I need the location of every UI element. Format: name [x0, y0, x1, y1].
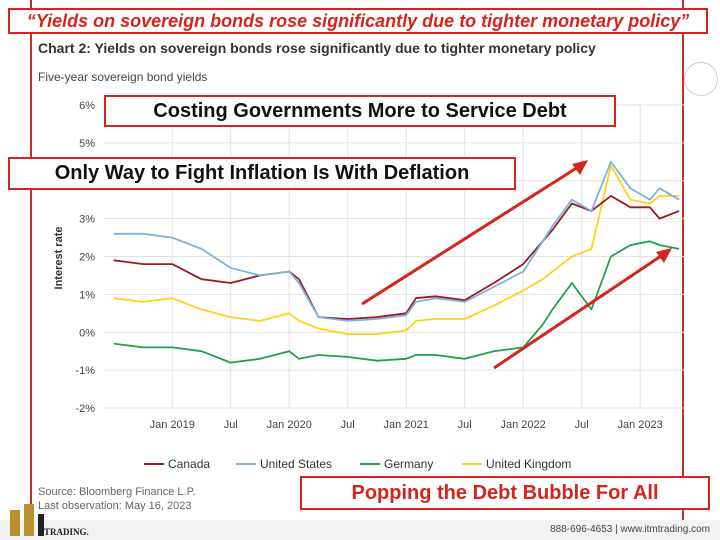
y-tick-label: 3%	[79, 214, 95, 226]
y-tick-label: -1%	[75, 365, 95, 377]
callout-deflation: Only Way to Fight Inflation Is With Defl…	[8, 157, 516, 190]
series-line-united-kingdom	[113, 164, 680, 336]
lower-arrowhead-icon	[656, 248, 672, 263]
x-tick-label: Jan 2021	[384, 419, 429, 431]
y-tick-label: 5%	[79, 138, 95, 150]
y-tick-label: 6%	[79, 100, 95, 112]
series-line-germany	[113, 240, 680, 364]
x-tick-label: Jul	[224, 419, 238, 431]
legend-label-canada: Canada	[168, 457, 211, 471]
source-note: Source: Bloomberg Finance L.P.	[38, 486, 196, 498]
quote-banner: “Yields on sovereign bonds rose signific…	[8, 8, 708, 34]
chart-title: Chart 2: Yields on sovereign bonds rose …	[38, 40, 596, 56]
series-line-united-states	[113, 160, 680, 322]
x-tick-label: Jul	[341, 419, 355, 431]
lower-trend-arrow	[493, 248, 671, 370]
legend-label-united-states: United States	[260, 457, 333, 471]
chart-subtitle: Five-year sovereign bond yields	[38, 70, 208, 84]
annotation-arrows	[361, 160, 672, 370]
x-tick-label: Jul	[458, 419, 472, 431]
series-line-canada	[113, 194, 680, 320]
upper-trend-arrow	[361, 160, 587, 306]
legend-label-united-kingdom: United Kingdom	[486, 457, 572, 471]
x-axis-ticks: Jan 2019 Jul Jan 2020 Jul Jan 2021 Jul Jan 202…	[150, 419, 663, 431]
x-tick-label: Jan 2023	[618, 419, 663, 431]
legend-label-germany: Germany	[384, 457, 434, 471]
x-tick-label: Jan 2022	[501, 419, 546, 431]
observation-note: Last observation: May 16, 2023	[38, 500, 192, 512]
slide-frame	[30, 0, 684, 520]
y-axis-label: Interest rate	[53, 227, 65, 290]
itm-logo-icon	[10, 504, 44, 536]
footer-bar	[0, 520, 720, 540]
legend-canada: Canada	[144, 457, 210, 471]
y-tick-label: -2%	[75, 403, 95, 415]
legend-united-states: United States	[236, 457, 332, 471]
logo-text: TRADING.	[44, 527, 89, 537]
contact-info[interactable]: 888-696-4653 | www.itmtrading.com	[550, 524, 710, 535]
y-tick-label: 2%	[79, 252, 95, 264]
callout-debt-bubble: Popping the Debt Bubble For All	[300, 476, 710, 510]
y-tick-label: 1%	[79, 289, 95, 301]
callout-debt-service: Costing Governments More to Service Debt	[104, 95, 616, 127]
upper-arrowhead-icon	[572, 160, 588, 175]
y-axis-ticks: 6%5%4%3%2%1%0%-1%-2%	[75, 100, 95, 415]
chart-series	[113, 160, 680, 364]
chart-grid	[104, 104, 684, 409]
x-tick-label: Jan 2019	[150, 419, 195, 431]
legend-germany: Germany	[360, 457, 433, 471]
scroll-indicator-icon[interactable]	[684, 62, 718, 96]
chart-legend: Canada United States Germany United King…	[0, 457, 720, 473]
x-tick-label: Jan 2020	[267, 419, 312, 431]
legend-united-kingdom: United Kingdom	[462, 457, 571, 471]
x-tick-label: Jul	[575, 419, 589, 431]
y-tick-label: 0%	[79, 327, 95, 339]
